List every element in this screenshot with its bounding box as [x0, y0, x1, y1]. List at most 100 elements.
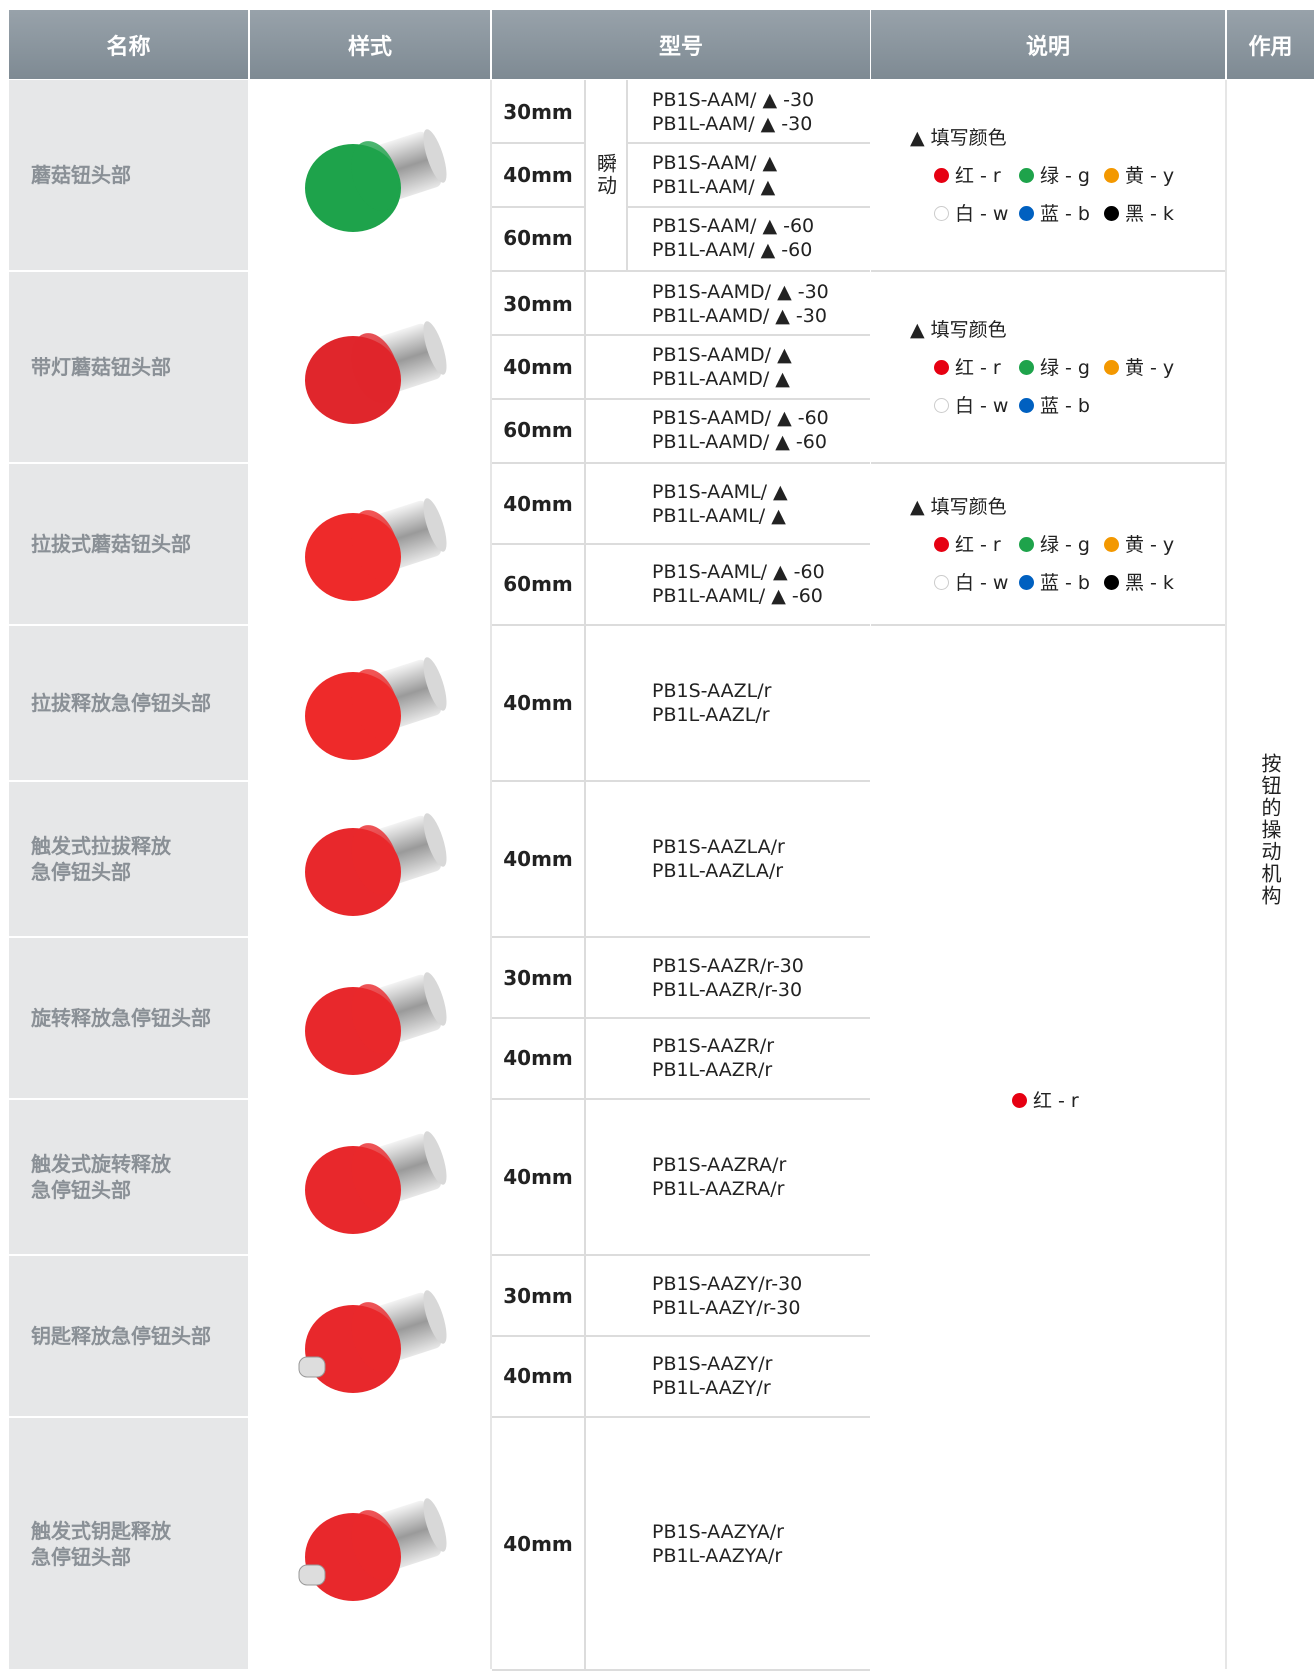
size: 40mm	[503, 1165, 573, 1189]
color-label: 蓝 - b	[1040, 572, 1090, 594]
product-image	[305, 321, 447, 424]
color-dot	[1019, 398, 1034, 413]
divider	[584, 80, 586, 270]
model-code: PB1L-AAMD/ ▲ -60	[652, 431, 827, 454]
divider	[492, 543, 586, 545]
color-dot	[934, 575, 949, 590]
product-image	[305, 813, 447, 916]
color-option: 黄 - y	[1104, 530, 1189, 557]
model-code: PB1S-AAZRA/r	[652, 1154, 787, 1176]
size: 60mm	[503, 226, 573, 251]
model-list: PB1S-AAMD/ ▲ PB1L-AAMD/ ▲	[652, 343, 792, 391]
model-list: PB1S-AAZR/r PB1L-AAZR/r	[652, 1034, 774, 1082]
color-label: 红 - r	[955, 165, 1001, 187]
color-dot	[934, 360, 949, 375]
size: 40mm	[503, 1046, 573, 1070]
product-name: 拉拔释放急停钮头部	[9, 626, 248, 780]
color-dot	[1019, 360, 1034, 375]
color-dot	[934, 206, 949, 221]
model-code: PB1S-AAZL/r	[652, 680, 772, 702]
row-divider	[492, 270, 870, 272]
row-divider	[492, 1098, 870, 1100]
model-list: PB1S-AAZY/r PB1L-AAZY/r	[652, 1352, 772, 1400]
model-list: PB1S-AAZLA/r PB1L-AAZLA/r	[652, 835, 785, 883]
color-label: 黄 - y	[1125, 165, 1175, 187]
model-code: PB1S-AAZR/r-30	[652, 955, 804, 977]
model-list: PB1S-AAMD/ ▲ -30 PB1L-AAMD/ ▲ -30	[652, 280, 829, 328]
divider	[584, 1017, 870, 1019]
color-dot	[1104, 168, 1119, 183]
color-dot	[1104, 360, 1119, 375]
color-dot	[1012, 1093, 1027, 1108]
model: PB1S-AAM/ ▲ -30 PB1L-AAM/ ▲ -30	[628, 80, 870, 143]
color-label: 绿 - g	[1040, 165, 1090, 187]
model-list: PB1S-AAML/ ▲ -60 PB1L-AAML/ ▲ -60	[652, 560, 825, 608]
model-list: PB1S-AAZR/r-30 PB1L-AAZR/r-30	[652, 954, 804, 1002]
mode-label: 瞬动	[584, 80, 628, 270]
divider	[492, 142, 586, 145]
color-option: 绿 - g	[1019, 530, 1104, 557]
size: 40mm	[503, 162, 573, 187]
color-label: 红 - r	[955, 534, 1001, 556]
product-image	[305, 498, 447, 601]
model-code: PB1S-AAM/ ▲	[652, 151, 778, 174]
color-dot	[1019, 206, 1034, 221]
divider	[492, 334, 586, 337]
model-code: PB1S-AAZY/r-30	[652, 1273, 803, 1295]
row-divider	[871, 462, 1225, 464]
model-code: PB1S-AAZY/r	[652, 1353, 773, 1375]
product-name: 拉拔式蘑菇钮头部	[9, 464, 248, 624]
divider	[492, 1335, 586, 1337]
model-list: PB1S-AAM/ ▲ PB1L-AAM/ ▲	[652, 151, 777, 199]
row-divider	[492, 462, 870, 464]
size: 60mm	[503, 572, 573, 596]
color-label: 红 - r	[955, 357, 1001, 379]
model-code: PB1L-AAZY/r-30	[652, 1297, 801, 1319]
model-code: PB1L-AAM/ ▲ -30	[652, 112, 813, 135]
model-code: PB1L-AAZR/r	[652, 1059, 773, 1081]
color-label: 蓝 - b	[1040, 203, 1090, 225]
color-option: 黄 - y	[1104, 353, 1189, 380]
model-code: PB1L-AAM/ ▲	[652, 175, 776, 198]
color-dot	[934, 398, 949, 413]
row-divider	[871, 624, 1225, 626]
model-code: PB1S-AAML/ ▲ -60	[652, 561, 825, 583]
color-label: 蓝 - b	[1040, 395, 1090, 417]
color-dot	[1019, 575, 1034, 590]
color-option: 黑 - k	[1104, 199, 1189, 226]
color-option: 黑 - k	[1104, 568, 1189, 595]
model-list: PB1S-AAZL/r PB1L-AAZL/r	[652, 679, 771, 727]
divider	[492, 205, 586, 208]
model: PB1S-AAML/ ▲ -60 PB1L-AAML/ ▲ -60	[584, 544, 870, 624]
model: PB1S-AAM/ ▲ -60 PB1L-AAM/ ▲ -60	[628, 207, 870, 270]
divider	[584, 397, 870, 400]
header-cell: 型号	[492, 10, 870, 79]
note-title: ▲ 填写颜色	[910, 319, 1007, 341]
divider	[584, 1100, 586, 1254]
model: PB1S-AAZY/r-30 PB1L-AAZY/r-30	[584, 1256, 870, 1336]
divider	[584, 782, 586, 936]
model: PB1S-AAML/ ▲ PB1L-AAML/ ▲	[584, 464, 870, 544]
color-option: 蓝 - b	[1019, 199, 1104, 226]
color-label: 绿 - g	[1040, 357, 1090, 379]
color-option: 黄 - y	[1104, 161, 1189, 188]
divider	[584, 1335, 870, 1337]
size: 30mm	[503, 1284, 573, 1308]
divider	[626, 80, 628, 270]
size: 40mm	[503, 1531, 573, 1556]
model-code: PB1L-AAZYA/r	[652, 1544, 783, 1567]
row-divider	[871, 270, 1225, 272]
model-code: PB1S-AAMD/ ▲ -30	[652, 280, 829, 303]
size: 40mm	[503, 492, 573, 516]
model-code: PB1S-AAMD/ ▲	[652, 343, 792, 366]
header-cell: 名称	[9, 10, 248, 79]
model-code: PB1L-AAZL/r	[652, 704, 770, 726]
note-title: ▲ 填写颜色	[910, 496, 1007, 518]
color-label: 红 - r	[1033, 1090, 1079, 1112]
color-option: 蓝 - b	[1019, 391, 1104, 418]
function-text: 按钮的操动机构	[1258, 753, 1282, 907]
col-divider	[490, 80, 492, 1669]
color-option: 绿 - g	[1019, 353, 1104, 380]
